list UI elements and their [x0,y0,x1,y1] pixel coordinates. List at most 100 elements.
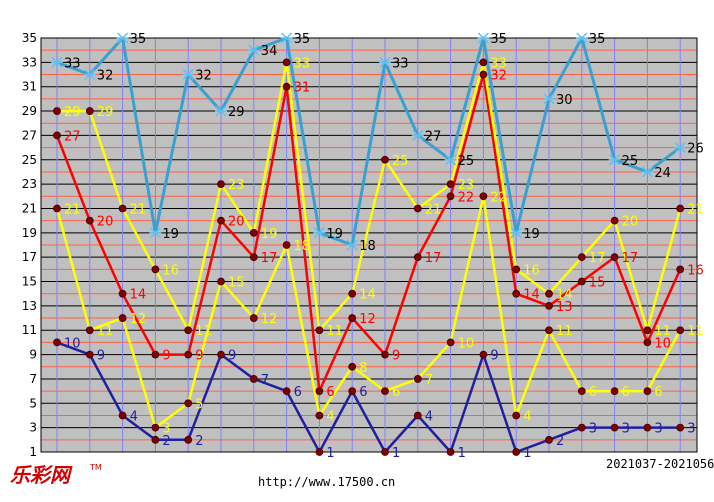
data-label-s1: 7 [261,373,269,388]
data-label-s3: 15 [589,276,606,291]
point-marker-s5 [477,32,490,44]
point-marker-s4 [676,204,685,213]
y-tick-label: 27 [22,128,37,142]
data-label-s2: 12 [261,312,278,327]
data-label-s2: 7 [425,373,433,388]
data-label-s5: 34 [261,44,278,59]
point-marker-s2 [217,277,225,286]
point-marker-s5 [346,239,359,251]
point-marker-s1 [413,411,422,420]
point-marker-s4 [249,228,258,237]
data-label-s4: 21 [130,202,147,217]
series-line-s4 [57,61,682,332]
point-marker-s1 [446,448,455,456]
point-marker-s3 [249,253,258,262]
data-label-s4: 11 [654,324,671,339]
point-marker-s3 [676,265,685,274]
point-marker-s1 [545,435,553,444]
point-marker-s1 [118,411,127,420]
data-label-s3: 17 [261,251,278,266]
point-marker-s1 [282,387,291,396]
data-label-s3: 9 [195,349,203,364]
y-tick-label: 5 [29,396,37,410]
point-marker-s3 [512,289,521,298]
point-marker-s3 [446,192,455,201]
point-marker-s1 [184,435,193,444]
data-label-s1: 4 [425,409,433,424]
data-label-s1: 6 [294,385,302,400]
data-label-s2: 3 [162,422,170,437]
data-label-s2: 6 [589,385,597,400]
point-marker-s3 [85,216,94,225]
data-label-s1: 2 [162,434,170,449]
point-marker-s1 [315,448,324,456]
point-marker-s2 [348,362,357,371]
point-marker-s3 [348,314,357,322]
point-marker-s3 [479,70,488,79]
data-label-s4: 23 [228,178,245,193]
data-label-s5: 19 [162,227,179,242]
point-marker-s1 [217,350,225,359]
series-layer [51,32,687,456]
point-marker-s1 [512,448,521,456]
data-label-s2: 18 [294,239,311,254]
point-marker-s3 [545,301,553,310]
data-label-s5: 35 [130,32,147,47]
point-marker-s5 [543,93,555,105]
point-marker-s2 [249,314,258,322]
y-tick-label: 3 [29,421,37,435]
point-marker-s3 [381,350,389,359]
data-label-s1: 1 [392,446,400,461]
data-label-s3: 13 [556,300,573,315]
point-marker-s5 [641,166,654,178]
data-label-s1: 3 [687,422,695,437]
point-marker-s4 [282,58,291,67]
point-marker-s4 [85,107,94,115]
data-label-s1: 6 [359,385,367,400]
series-line-s1 [56,341,681,454]
data-label-s3: 12 [359,312,376,327]
point-marker-s4 [118,204,127,213]
data-label-s2: 8 [359,361,367,376]
point-marker-s2 [151,423,160,432]
point-marker-s1 [348,387,357,396]
point-marker-s3 [118,289,127,298]
point-marker-s4 [545,289,553,298]
point-marker-s4 [217,180,225,189]
point-marker-s3 [184,350,193,359]
point-marker-s2 [413,375,422,383]
data-label-s3: 22 [458,190,475,205]
point-marker-s4 [151,265,160,274]
point-marker-s3 [315,387,324,396]
point-marker-s5 [411,129,424,141]
data-label-s3: 16 [687,263,704,278]
data-label-s5: 30 [556,93,573,108]
data-label-s3: 9 [162,349,170,364]
data-label-s4: 17 [589,251,606,266]
point-marker-s2 [446,338,455,347]
footer-range: 2021037-2021056 [606,457,714,471]
point-marker-s3 [53,131,61,140]
point-marker-s2 [577,387,586,396]
y-tick-label: 33 [22,55,37,69]
point-marker-s1 [479,350,488,359]
data-label-s5: 35 [294,32,311,47]
data-label-s1: 9 [97,349,105,364]
point-marker-s1 [85,350,94,359]
data-label-s1: 1 [458,446,466,461]
y-tick-label: 21 [22,201,37,215]
point-marker-s4 [348,289,357,298]
data-label-s1: 2 [195,434,203,449]
data-label-s4: 19 [261,227,278,242]
data-label-s4: 33 [294,56,311,71]
data-label-s1: 3 [589,422,597,437]
data-label-s5: 33 [64,56,81,71]
point-marker-s2 [545,326,553,335]
point-marker-s4 [479,58,488,67]
point-marker-s4 [610,216,619,225]
point-marker-s2 [85,326,94,335]
brand-logo: 乐彩网 [10,463,73,487]
data-label-s4: 25 [392,154,409,169]
